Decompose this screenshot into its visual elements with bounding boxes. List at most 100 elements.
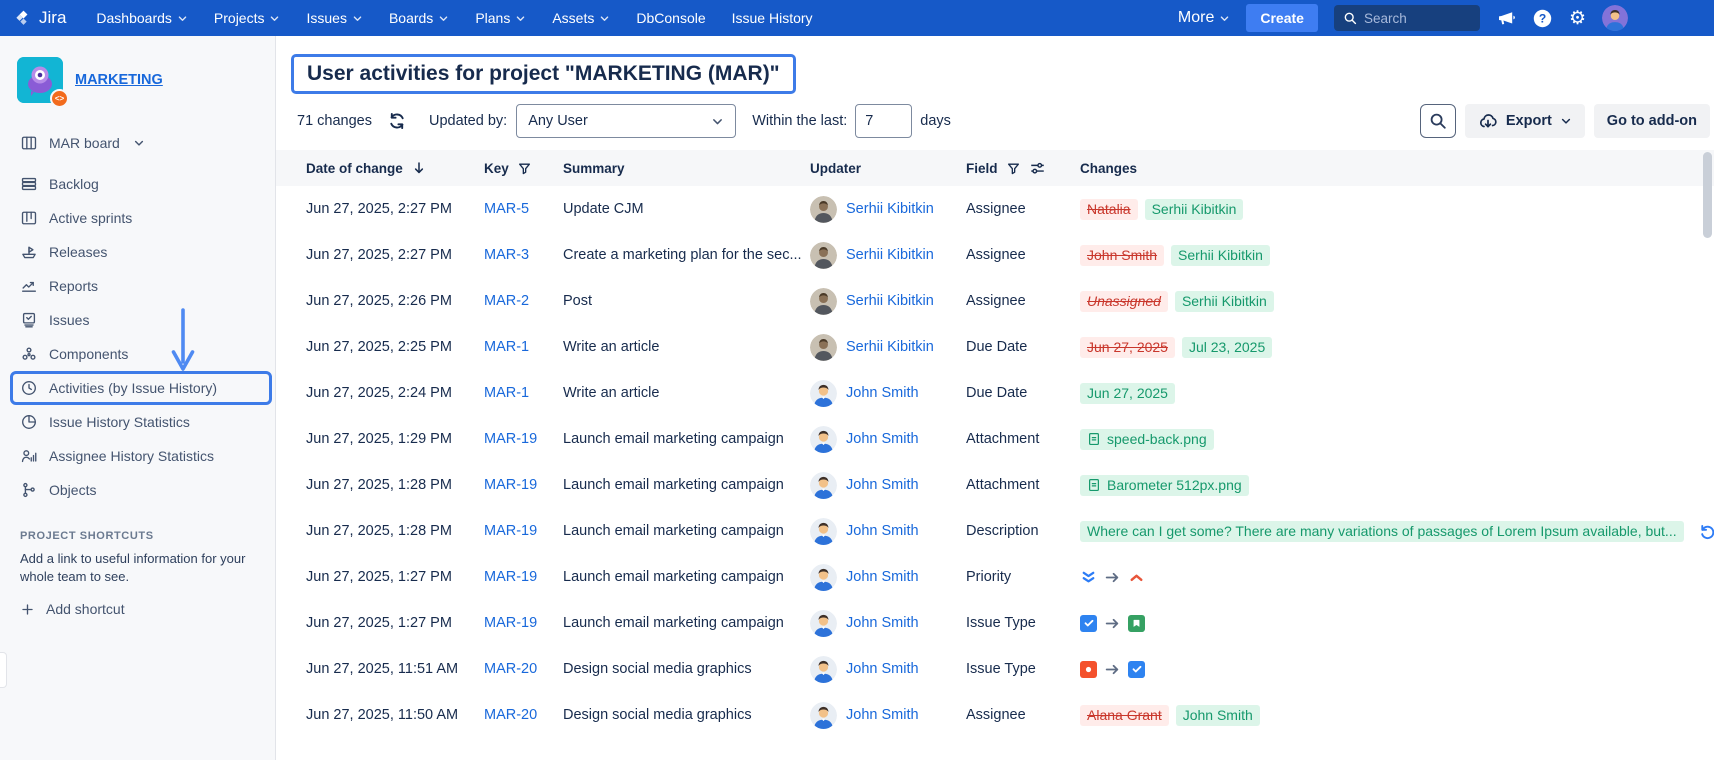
jira-logo[interactable]: Jira: [14, 8, 66, 28]
filter-funnel-icon[interactable]: [1006, 161, 1021, 176]
column-updater[interactable]: Updater: [810, 160, 862, 176]
updater-link[interactable]: John Smith: [846, 569, 919, 585]
changed-field: Issue Type: [966, 661, 1036, 677]
vertical-scrollbar[interactable]: [1703, 152, 1712, 238]
sidebar-item-label: Assignee History Statistics: [49, 448, 214, 464]
updater-avatar: [810, 471, 837, 499]
table-search-button[interactable]: [1419, 104, 1456, 138]
change-new-value: Serhii Kibitkin: [1144, 198, 1244, 220]
user-avatar[interactable]: [1602, 5, 1628, 31]
issue-summary: Create a marketing plan for the sec...: [563, 247, 802, 263]
issue-key-link[interactable]: MAR-19: [484, 477, 538, 493]
help-icon[interactable]: ?: [1532, 8, 1553, 29]
sidebar-item-activities-by-issue-history[interactable]: Activities (by Issue History): [10, 371, 272, 405]
chevron-down-icon: [352, 13, 363, 24]
nav-item-dbconsole[interactable]: DbConsole: [636, 10, 705, 26]
add-shortcut-button[interactable]: Add shortcut: [20, 601, 125, 617]
sprints-icon: [20, 209, 38, 227]
activities-table: Jun 27, 2025, 2:27 PM MAR-5 Update CJM Serh…: [276, 186, 1714, 738]
updater-link[interactable]: John Smith: [846, 477, 919, 493]
updater-link[interactable]: Serhii Kibitkin: [846, 339, 934, 355]
change-new-attachment: speed-back.png: [1080, 428, 1214, 450]
nav-item-dashboards[interactable]: Dashboards: [96, 10, 188, 26]
goto-addon-button[interactable]: Go to add-on: [1593, 104, 1710, 138]
chart-icon: [20, 277, 38, 295]
updater-link[interactable]: Serhii Kibitkin: [846, 201, 934, 217]
sidebar-item-label: MAR board: [49, 135, 120, 151]
sidebar-item-reports[interactable]: Reports: [0, 269, 275, 303]
issue-key-link[interactable]: MAR-1: [484, 385, 530, 401]
column-date-of-change[interactable]: Date of change: [306, 160, 484, 176]
nav-item-projects[interactable]: Projects: [214, 10, 281, 26]
nav-item-issue-history[interactable]: Issue History: [732, 10, 813, 26]
changed-field: Assignee: [966, 247, 1026, 263]
revert-icon[interactable]: [1698, 522, 1714, 541]
issue-key-link[interactable]: MAR-19: [484, 523, 538, 539]
issue-key-link[interactable]: MAR-20: [484, 707, 538, 723]
column-key[interactable]: Key: [484, 161, 563, 176]
column-changes[interactable]: Changes: [1080, 160, 1138, 176]
filter-funnel-icon[interactable]: [517, 161, 532, 176]
sidebar-item-releases[interactable]: Releases: [0, 235, 275, 269]
export-button[interactable]: Export: [1464, 104, 1585, 138]
issue-key-link[interactable]: MAR-19: [484, 569, 538, 585]
pie-icon: [20, 413, 38, 431]
global-search[interactable]: [1333, 5, 1480, 31]
nav-item-boards[interactable]: Boards: [389, 10, 449, 26]
updated-by-label: Updated by:: [428, 113, 508, 129]
updated-by-select[interactable]: Any User: [516, 104, 737, 138]
gear-icon[interactable]: ⚙: [1568, 7, 1586, 29]
nav-item-issues[interactable]: Issues: [306, 10, 362, 26]
updater-link[interactable]: Serhii Kibitkin: [846, 247, 934, 263]
global-search-input[interactable]: [1363, 10, 1471, 26]
updater-link[interactable]: John Smith: [846, 661, 919, 677]
sidebar-item-active-sprints[interactable]: Active sprints: [0, 201, 275, 235]
file-icon: [1087, 432, 1101, 446]
field-settings-sliders-icon[interactable]: [1029, 160, 1046, 177]
issue-key-link[interactable]: MAR-1: [484, 339, 530, 355]
issue-key-link[interactable]: MAR-20: [484, 661, 538, 677]
create-button[interactable]: Create: [1246, 4, 1318, 32]
issue-key-link[interactable]: MAR-19: [484, 431, 538, 447]
sidebar-item-objects[interactable]: Objects: [0, 473, 275, 507]
issue-key-link[interactable]: MAR-3: [484, 247, 530, 263]
updater-link[interactable]: John Smith: [846, 385, 919, 401]
change-date: Jun 27, 2025, 1:28 PM: [306, 477, 452, 493]
change-new-value: Serhii Kibitkin: [1171, 244, 1270, 266]
updater-link[interactable]: John Smith: [846, 523, 919, 539]
updater-link[interactable]: Serhii Kibitkin: [846, 293, 934, 309]
nav-item-assets[interactable]: Assets: [552, 10, 610, 26]
updater-link[interactable]: John Smith: [846, 431, 919, 447]
change-new-value: Serhii Kibitkin: [1174, 290, 1274, 312]
project-avatar[interactable]: <>: [17, 57, 69, 108]
project-name-link[interactable]: MARKETING: [75, 72, 163, 88]
issue-key-link[interactable]: MAR-19: [484, 615, 538, 631]
nav-item-more[interactable]: More: [1178, 9, 1230, 27]
issue-key-link[interactable]: MAR-5: [484, 201, 530, 217]
within-days-input[interactable]: [855, 104, 913, 138]
sidebar-resize-handle[interactable]: [0, 652, 7, 688]
sidebar-item-issue-history-statistics[interactable]: Issue History Statistics: [0, 405, 275, 439]
refresh-icon[interactable]: [387, 111, 407, 131]
column-field[interactable]: Field: [966, 160, 1080, 177]
sidebar-item-components[interactable]: Components: [0, 337, 275, 371]
issue-key-link[interactable]: MAR-2: [484, 293, 530, 309]
table-row: Jun 27, 2025, 2:27 PM MAR-5 Update CJM Serh…: [276, 186, 1714, 232]
sidebar-item-mar-board[interactable]: MAR board: [0, 126, 275, 160]
sidebar-item-backlog[interactable]: Backlog: [0, 167, 275, 201]
issue-summary: Update CJM: [563, 201, 644, 217]
column-summary[interactable]: Summary: [563, 160, 625, 176]
change-date: Jun 27, 2025, 1:27 PM: [306, 569, 452, 585]
updater-link[interactable]: John Smith: [846, 707, 919, 723]
sidebar-item-issues[interactable]: Issues: [0, 303, 275, 337]
sort-descending-icon[interactable]: [411, 160, 427, 176]
updater-link[interactable]: John Smith: [846, 615, 919, 631]
sidebar-item-assignee-history-statistics[interactable]: Assignee History Statistics: [0, 439, 275, 473]
search-icon: [1343, 11, 1357, 25]
nav-item-plans[interactable]: Plans: [475, 10, 526, 26]
change-new-value: John Smith: [1175, 704, 1260, 726]
megaphone-icon[interactable]: [1496, 8, 1516, 28]
change-cell: [1080, 660, 1714, 678]
page-title: User activities for project "MARKETING (…: [307, 62, 780, 85]
updater-avatar: [810, 701, 837, 729]
